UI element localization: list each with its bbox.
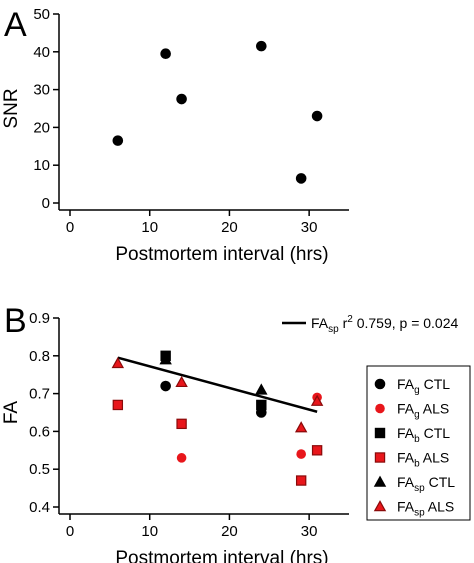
panel-b-points xyxy=(111,350,324,486)
x-tick-label: 0 xyxy=(66,523,74,540)
fa-point xyxy=(295,475,307,486)
y-tick-label: 0.5 xyxy=(29,461,50,478)
panel-b-x-label: Postmortem interval (hrs) xyxy=(115,548,328,563)
panel-b-y-ticks: 0.4 0.5 0.6 0.7 0.8 0.9 xyxy=(29,310,59,516)
legend-marker xyxy=(373,475,387,487)
x-tick-label: 10 xyxy=(141,523,158,540)
y-tick-label: 0.8 xyxy=(29,348,50,365)
legend-marker xyxy=(375,403,385,414)
panel-letter-a: A xyxy=(4,6,27,44)
legend-label: FAsp ALS xyxy=(397,499,454,519)
fa-point xyxy=(111,356,125,369)
panel-a-points xyxy=(112,40,323,184)
fa-point xyxy=(160,380,171,392)
fit-legend-label: FAsp r2 0.759, p = 0.024 xyxy=(311,314,459,335)
panel-a-y-label: SNR xyxy=(1,88,22,128)
y-tick-label: 40 xyxy=(33,44,50,61)
panel-b-x-ticks: 0 10 20 30 xyxy=(66,514,318,540)
legend-marker xyxy=(374,452,386,463)
snr-point xyxy=(160,48,171,59)
legend-label: FAsp CTL xyxy=(397,474,455,494)
fa-point xyxy=(296,449,306,459)
panel-a-y-ticks: 0 10 20 30 40 50 xyxy=(33,6,59,212)
panel-a-chart: 0 10 20 30 40 50 0 10 20 30 SNR Postmortem inter… xyxy=(1,6,349,265)
fa-point xyxy=(176,418,187,430)
fa-point xyxy=(176,453,187,463)
legend-label: FAg ALS xyxy=(397,401,449,421)
snr-point xyxy=(256,40,267,52)
x-tick-label: 30 xyxy=(301,523,318,540)
fa-point xyxy=(294,421,308,433)
y-tick-label: 10 xyxy=(33,157,50,174)
snr-point xyxy=(295,173,307,184)
fa-point xyxy=(159,353,172,365)
y-tick-label: 0 xyxy=(42,195,50,212)
x-tick-label: 30 xyxy=(301,219,318,236)
panel-b-y-label: FA xyxy=(1,401,22,425)
panel-b-chart: 0.4 0.5 0.6 0.7 0.8 0.9 0 10 20 30 FA Postmortem… xyxy=(1,310,471,563)
legend-marker xyxy=(374,378,386,390)
snr-point xyxy=(112,135,124,146)
legend-marker xyxy=(374,427,386,439)
y-tick-label: 0.6 xyxy=(29,423,50,440)
y-tick-label: 0.7 xyxy=(29,386,50,403)
fa-point xyxy=(256,399,267,411)
fa-point xyxy=(112,399,124,411)
panel-a-x-ticks: 0 10 20 30 xyxy=(66,210,318,236)
legend-label: FAb CTL xyxy=(397,425,450,445)
snr-point xyxy=(311,110,323,122)
y-tick-label: 50 xyxy=(33,6,50,23)
fa-point xyxy=(255,383,268,395)
x-tick-label: 0 xyxy=(66,219,74,236)
y-tick-label: 0.4 xyxy=(29,499,50,516)
legend-box xyxy=(366,365,471,521)
fit-line xyxy=(117,356,318,413)
y-tick-label: 30 xyxy=(33,82,50,99)
panel-a-x-label: Postmortem interval (hrs) xyxy=(115,244,328,265)
x-tick-label: 20 xyxy=(221,219,238,236)
snr-point xyxy=(176,93,187,105)
legend-label: FAb ALS xyxy=(397,450,449,470)
y-tick-label: 0.9 xyxy=(29,310,50,327)
x-tick-label: 20 xyxy=(221,523,238,540)
legend-marker xyxy=(373,500,387,512)
panel-letter-b: B xyxy=(4,302,27,340)
x-tick-label: 10 xyxy=(141,219,158,236)
legend-label: FAg CTL xyxy=(397,376,450,396)
fa-point xyxy=(310,394,324,406)
y-tick-label: 20 xyxy=(33,119,50,136)
fa-point xyxy=(175,375,188,388)
legend: FAg CTL FAg ALS FAb CTL FAb ALS FAsp CTL FAsp… xyxy=(373,376,455,519)
fa-point xyxy=(311,445,323,456)
